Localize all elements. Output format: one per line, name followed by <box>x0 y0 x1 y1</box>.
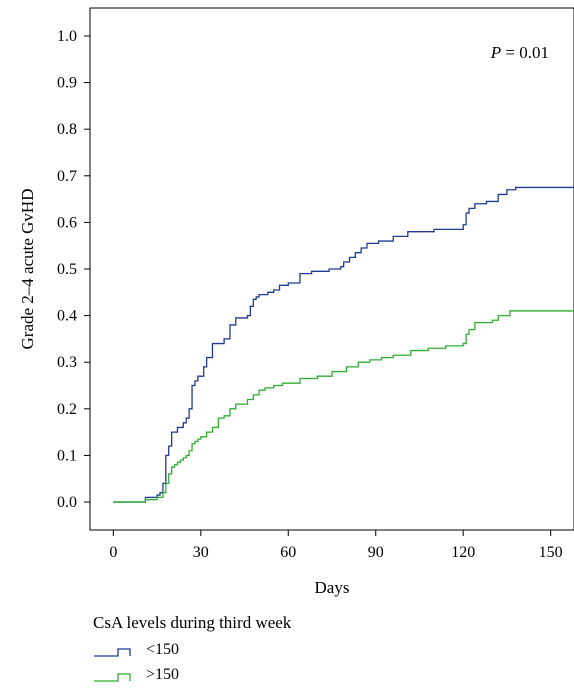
y-axis-ticks: 0.0 0.1 0.2 0.3 0.4 0.5 0.6 0.7 0.8 0.9 1.0 <box>57 28 90 511</box>
p-value-text: = 0.01 <box>501 43 549 62</box>
legend-swatch-1 <box>94 648 131 657</box>
y-tick-label: 0.3 <box>57 354 77 371</box>
x-axis-ticks: 0 30 60 90 120 150 <box>109 530 563 561</box>
legend-label-1: <150 <box>146 641 179 658</box>
y-tick-label: 0.4 <box>57 308 77 325</box>
y-axis-label: Grade 2–4 acute GvHD <box>18 189 37 350</box>
y-tick-label: 0.0 <box>57 494 77 511</box>
y-tick-label: 0.2 <box>57 401 77 418</box>
series-line-2 <box>113 310 574 503</box>
series-line-1 <box>113 186 574 503</box>
legend-title: CsA levels during third week <box>93 613 292 632</box>
legend-swatch-2 <box>94 673 131 682</box>
x-tick-label: 90 <box>368 544 384 561</box>
y-tick-label: 0.8 <box>57 121 77 138</box>
p-label: P <box>490 43 501 62</box>
y-tick-label: 0.5 <box>57 261 77 278</box>
p-value-annotation: P = 0.01 <box>490 43 549 62</box>
x-axis-label: Days <box>315 578 350 597</box>
x-tick-label: 30 <box>193 544 209 561</box>
y-tick-label: 0.9 <box>57 75 77 92</box>
y-tick-label: 0.6 <box>57 214 77 231</box>
legend-label-2: >150 <box>146 666 179 683</box>
x-tick-label: 120 <box>451 544 475 561</box>
legend: <150 >150 <box>94 641 179 683</box>
y-tick-label: 1.0 <box>57 28 77 45</box>
y-tick-label: 0.7 <box>57 168 77 185</box>
x-tick-label: 60 <box>280 544 296 561</box>
x-tick-label: 150 <box>539 544 563 561</box>
x-tick-label: 0 <box>109 544 117 561</box>
series-layer <box>113 186 574 503</box>
y-tick-label: 0.1 <box>57 447 77 464</box>
